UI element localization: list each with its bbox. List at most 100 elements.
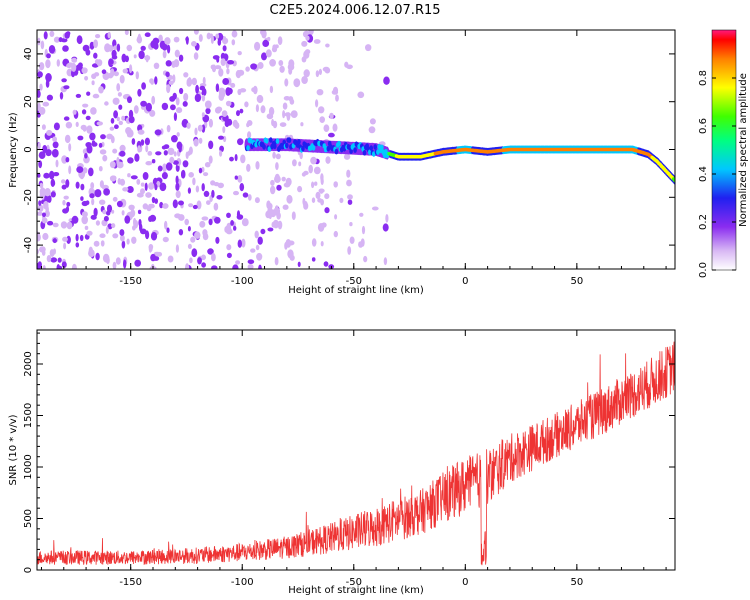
snr-marks (37, 341, 675, 566)
snr-frame (36, 329, 676, 571)
noise-speckle (65, 179, 70, 188)
chart-title: C2E5.2024.006.12.07.R15 (269, 3, 440, 18)
noise-speckle (98, 142, 103, 148)
noise-speckle (193, 30, 199, 35)
noise-speckle (133, 54, 137, 59)
snr-series-line (37, 341, 675, 566)
noise-speckle (270, 185, 276, 195)
noise-speckle (267, 227, 274, 232)
noise-speckle (250, 248, 256, 253)
noise-speckle (118, 104, 123, 110)
colorbar-label: Normalized spectral amplitude (738, 73, 749, 227)
noise-speckle (161, 172, 168, 180)
noise-speckle (207, 248, 214, 255)
signal-core (281, 143, 285, 150)
noise-speckle (140, 182, 145, 187)
noise-speckle (220, 58, 226, 66)
noise-speckle (363, 255, 368, 263)
noise-speckle (76, 35, 83, 45)
noise-speckle (79, 234, 84, 242)
noise-speckle (151, 95, 156, 105)
noise-speckle (206, 200, 211, 206)
spectrogram-ytick-label: 40 (23, 48, 34, 61)
noise-speckle (42, 101, 50, 107)
signal-core (285, 142, 289, 149)
noise-speckle (347, 246, 352, 255)
colorbar-tick-label: 0.8 (698, 70, 709, 86)
noise-speckle (37, 142, 41, 150)
noise-speckle (62, 199, 66, 206)
noise-speckle (192, 177, 196, 186)
noise-speckle (333, 230, 338, 238)
noise-speckle (99, 180, 104, 189)
signal-core (353, 147, 357, 153)
noise-speckle (140, 188, 145, 195)
noise-speckle (234, 154, 238, 162)
noise-speckle (359, 212, 364, 217)
noise-speckle (118, 120, 124, 126)
noise-speckle (144, 137, 150, 146)
noise-speckle (156, 251, 163, 257)
noise-speckle (333, 181, 339, 188)
noise-speckle (292, 159, 297, 167)
noise-speckle (322, 66, 330, 72)
noise-speckle (206, 32, 211, 40)
noise-speckle (204, 100, 212, 109)
noise-speckle (153, 62, 160, 69)
noise-speckle (165, 71, 170, 78)
noise-speckle (120, 234, 125, 242)
noise-speckle (145, 54, 149, 63)
noise-speckle (254, 41, 261, 51)
noise-speckle (313, 39, 321, 44)
noise-speckle (138, 50, 145, 60)
noise-speckle (117, 92, 122, 97)
noise-speckle (145, 144, 149, 153)
noise-speckle (256, 252, 263, 261)
signal-core (246, 145, 250, 151)
noise-speckle (276, 184, 282, 191)
noise-speckle (113, 45, 118, 50)
noise-speckle (124, 215, 131, 224)
noise-speckle (145, 230, 150, 240)
noise-speckle (227, 60, 235, 65)
noise-speckle (46, 53, 51, 59)
noise-speckle (172, 74, 176, 83)
noise-speckle (298, 161, 302, 167)
snr-ylabel: SNR (10 * v/v) (8, 414, 19, 485)
noise-speckle (189, 257, 193, 264)
noise-speckle (360, 238, 365, 247)
noise-speckle (147, 151, 153, 156)
noise-speckle (256, 94, 264, 104)
noise-speckle (257, 236, 263, 245)
noise-speckle (315, 191, 321, 199)
noise-speckle (45, 59, 51, 69)
noise-speckle (127, 157, 134, 164)
noise-speckle (246, 163, 251, 172)
signal-core (349, 148, 353, 154)
noise-speckle (218, 92, 225, 101)
noise-speckle (124, 55, 129, 63)
noise-speckle (331, 89, 339, 95)
noise-speckle (127, 173, 131, 178)
noise-speckle (91, 73, 97, 80)
noise-speckle (45, 73, 52, 82)
noise-speckle (37, 204, 44, 212)
noise-speckle (175, 97, 180, 106)
noise-speckle (62, 45, 69, 52)
noise-speckle (49, 170, 55, 180)
noise-speckle (37, 173, 41, 178)
noise-speckle (279, 65, 285, 73)
noise-speckle (323, 124, 330, 132)
noise-speckle (85, 115, 91, 121)
snr-ytick-label: 1000 (23, 454, 34, 479)
noise-speckle (172, 92, 177, 100)
noise-speckle (104, 43, 111, 53)
noise-speckle (222, 78, 230, 85)
noise-speckle (122, 187, 129, 192)
noise-speckle (148, 244, 154, 250)
noise-speckle (274, 257, 279, 266)
noise-speckle (42, 145, 48, 153)
noise-speckle (271, 221, 276, 228)
signal-core (287, 137, 292, 143)
